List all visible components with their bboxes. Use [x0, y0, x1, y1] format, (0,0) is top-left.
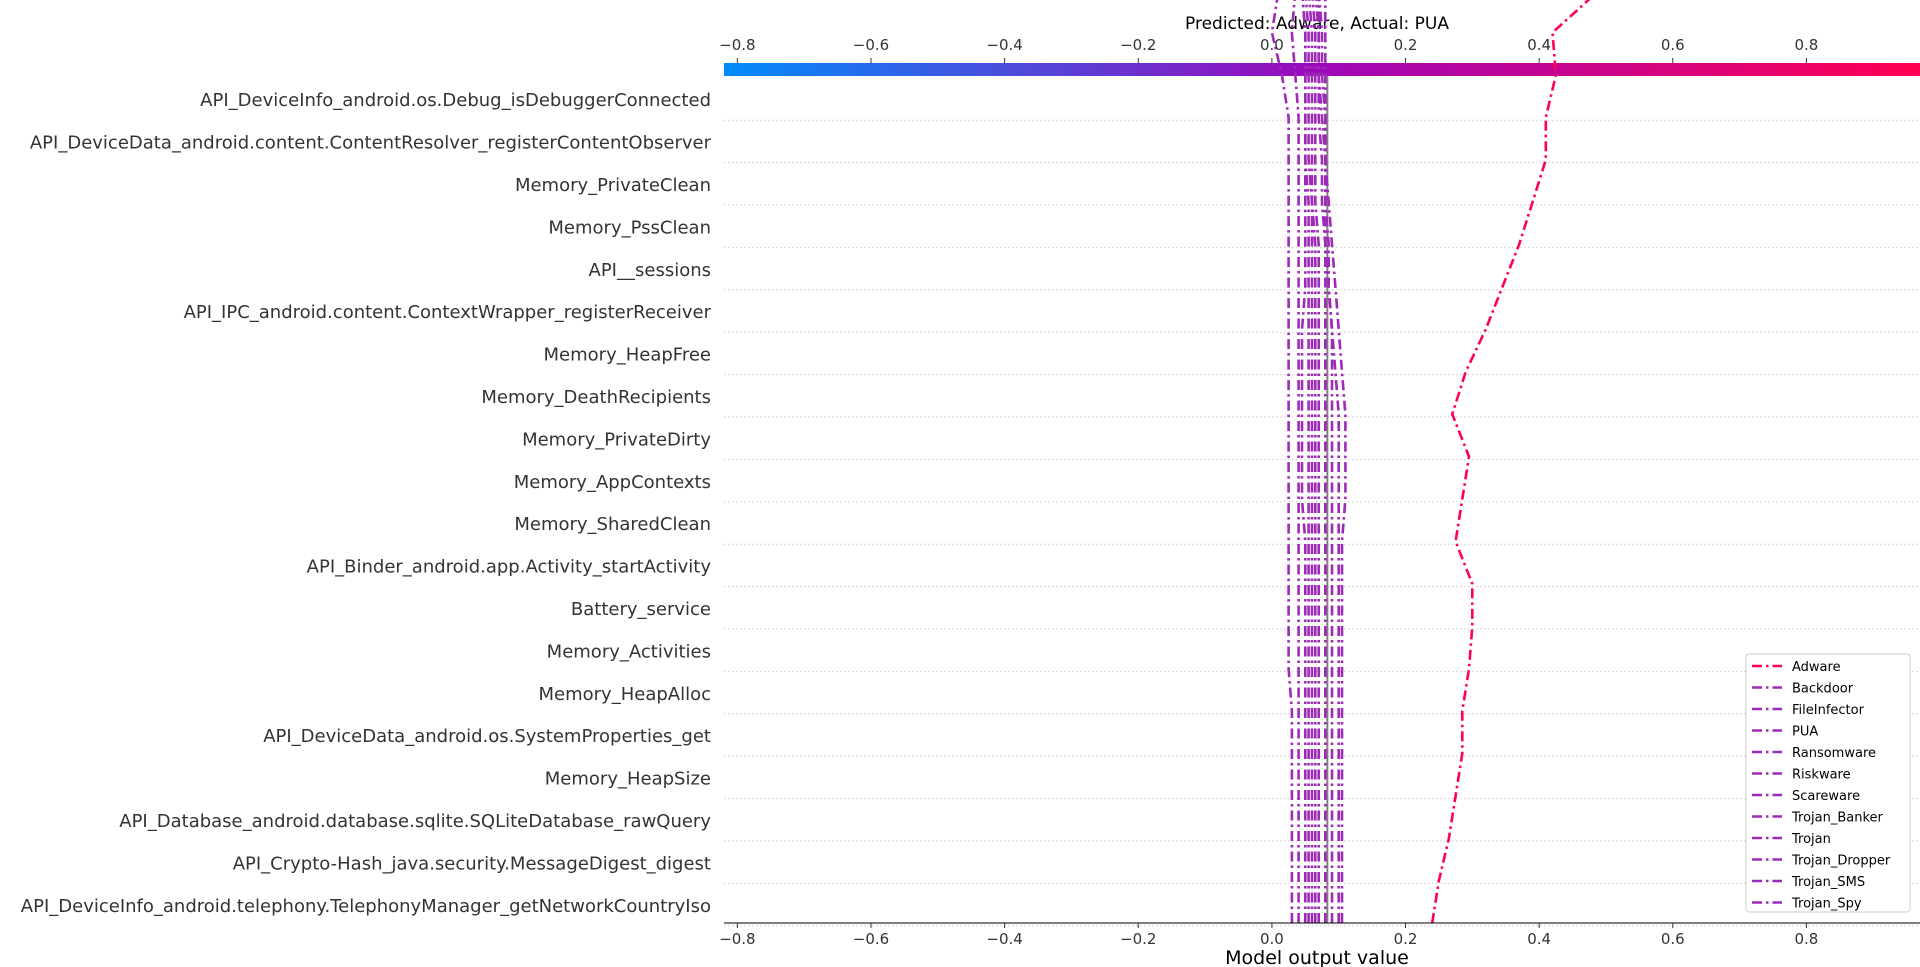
bottom-tick-label: −0.2	[1120, 930, 1156, 948]
feature-label: API_Binder_android.app.Activity_startAct…	[307, 557, 712, 578]
legend-label: Riskware	[1792, 768, 1851, 783]
bottom-tick-label: 0.8	[1794, 930, 1818, 948]
feature-label: API_IPC_android.content.ContextWrapper_r…	[184, 302, 712, 323]
legend-label: Trojan_SMS	[1791, 875, 1865, 890]
series-line-pua	[1300, 0, 1307, 923]
series-line-trojan	[1290, 0, 1300, 923]
top-tick-label: 0.4	[1527, 36, 1551, 54]
feature-label: Memory_SharedClean	[514, 514, 711, 535]
series-line-riskware	[1311, 0, 1320, 923]
x-axis-label: Model output value	[1225, 947, 1409, 967]
top-tick-label: −0.4	[986, 36, 1022, 54]
top-tick-label: −0.6	[853, 36, 889, 54]
legend-frame	[1745, 653, 1911, 913]
bottom-tick-label: −0.4	[986, 930, 1022, 948]
series-line-trojan-spy	[1301, 0, 1310, 923]
top-tick-label: −0.8	[719, 36, 755, 54]
top-tick-label: 0.0	[1260, 36, 1284, 54]
legend-label: Trojan_Banker	[1791, 811, 1884, 826]
legend-label: Trojan_Spy	[1791, 897, 1862, 912]
series-line-trojan-sms	[1318, 0, 1334, 923]
top-tick-label: 0.8	[1794, 36, 1818, 54]
bottom-tick-label: −0.8	[719, 930, 755, 948]
legend-label: Scareware	[1792, 789, 1860, 804]
legend-label: Ransomware	[1792, 746, 1876, 761]
chart-title: Predicted: Adware, Actual: PUA	[1185, 14, 1449, 34]
legend-label: Backdoor	[1792, 682, 1854, 697]
legend-label: FileInfector	[1792, 703, 1865, 718]
feature-label: Memory_HeapSize	[545, 769, 711, 790]
feature-label: Memory_PrivateDirty	[522, 429, 711, 450]
bottom-axis: −0.8 −0.6 −0.4 −0.2 0.0 0.2 0.4 0.6 0.8	[719, 923, 1818, 948]
feature-label: Memory_HeapFree	[544, 345, 711, 366]
series-line-backdoor	[1270, 0, 1294, 923]
top-tick-label: 0.6	[1661, 36, 1685, 54]
legend-label: Trojan_Dropper	[1791, 854, 1891, 869]
feature-label: Memory_AppContexts	[514, 472, 711, 493]
bottom-tick-label: 0.2	[1394, 930, 1418, 948]
feature-label: Memory_HeapAlloc	[539, 684, 712, 705]
top-tick-label: 0.2	[1394, 36, 1418, 54]
feature-label: Battery_service	[571, 599, 711, 620]
bottom-tick-label: 0.0	[1260, 930, 1284, 948]
top-tick-label: −0.2	[1120, 36, 1156, 54]
feature-label: API_DeviceInfo_android.os.Debug_isDebugg…	[200, 90, 711, 111]
feature-label: API_Database_android.database.sqlite.SQL…	[119, 811, 711, 832]
legend: Adware Backdoor FileInfector PUA Ransomware R…	[1745, 653, 1911, 913]
series-line-adware	[1430, 0, 1591, 924]
series-lines	[1270, 0, 1591, 924]
gridlines	[724, 119, 1920, 927]
series-line-ransomware	[1317, 0, 1340, 923]
series-line-trojan-dropper	[1308, 0, 1317, 923]
feature-label: API__sessions	[589, 260, 711, 281]
feature-label: API_DeviceInfo_android.telephony.Telepho…	[21, 896, 711, 917]
feature-label: Memory_DeathRecipients	[481, 387, 711, 408]
top-axis: −0.8 −0.6 −0.4 −0.2 0.0 0.2 0.4 0.6 0.8	[719, 36, 1818, 63]
series-line-trojan-banker	[1314, 0, 1327, 923]
feature-label: API_DeviceData_android.os.SystemProperti…	[263, 726, 711, 747]
bottom-tick-label: −0.6	[853, 930, 889, 948]
bottom-tick-label: 0.4	[1527, 930, 1551, 948]
series-line-fileinfector	[1324, 0, 1347, 923]
feature-label: Memory_PssClean	[548, 217, 711, 238]
feature-labels: API_DeviceInfo_android.os.Debug_isDebugg…	[21, 90, 712, 917]
feature-label: API_DeviceData_android.content.ContentRe…	[30, 133, 712, 154]
feature-label: Memory_Activities	[547, 641, 711, 662]
feature-label: API_Crypto-Hash_java.security.MessageDig…	[233, 853, 711, 874]
feature-label: Memory_PrivateClean	[515, 175, 711, 196]
colorbar	[724, 63, 1920, 76]
legend-label: PUA	[1792, 725, 1818, 740]
legend-label: Adware	[1792, 660, 1841, 675]
bottom-tick-label: 0.6	[1661, 930, 1685, 948]
legend-label: Trojan	[1791, 832, 1831, 847]
series-line-scareware	[1304, 0, 1314, 923]
